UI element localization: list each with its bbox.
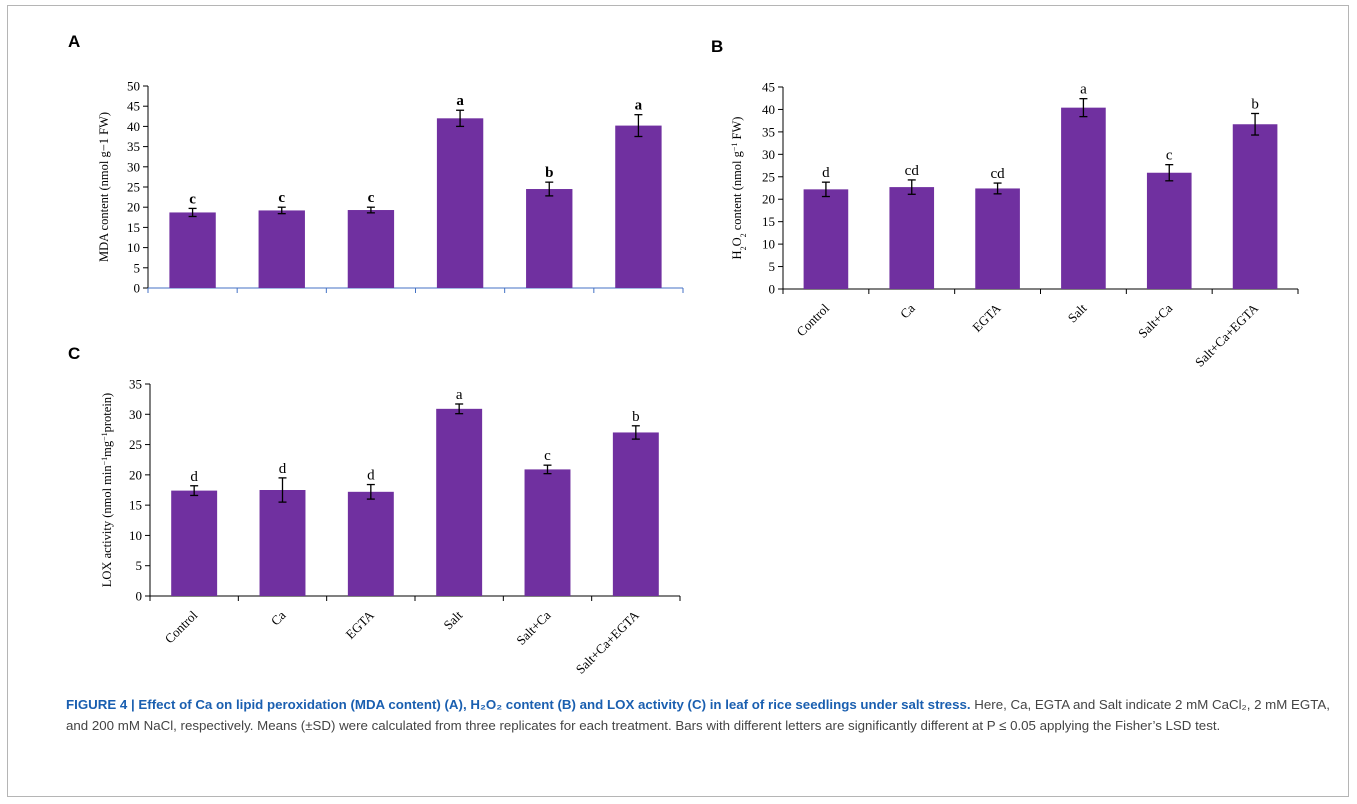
- bar: [615, 125, 662, 288]
- x-tick-label: Salt+Ca: [1135, 300, 1175, 340]
- bar: [612, 432, 659, 596]
- caption-title: FIGURE 4 | Effect of Ca on lipid peroxid…: [66, 697, 971, 712]
- x-tick-label: Ca: [268, 607, 289, 628]
- y-tick-label: 45: [127, 99, 140, 114]
- bar: [347, 210, 395, 288]
- bar: [169, 212, 216, 288]
- y-tick-label: 0: [136, 589, 143, 604]
- bar: [347, 491, 394, 596]
- panel-label-a: A: [68, 32, 81, 51]
- bar: [1146, 172, 1192, 289]
- y-tick-label: 5: [769, 259, 776, 274]
- x-tick-label: Salt+Ca+EGTA: [573, 607, 643, 677]
- y-axis-label: MDA content (nmol g−1 FW): [97, 112, 111, 262]
- significance-letter: b: [1251, 96, 1259, 112]
- y-tick-label: 10: [762, 237, 775, 252]
- significance-letter: a: [456, 387, 463, 403]
- significance-letter: a: [635, 98, 643, 114]
- y-axis-label: LOX activity (nmol min−1mg−1protein): [100, 393, 115, 587]
- caption-text: Here, Ca, EGTA and Salt indicate 2 mM Ca…: [66, 697, 1330, 733]
- bar: [259, 490, 306, 596]
- significance-letter: c: [278, 190, 285, 206]
- x-tick-label: EGTA: [969, 300, 1004, 335]
- y-axis-label: H2O2 content (nmol g−1 FW): [730, 117, 748, 260]
- bar: [803, 189, 849, 289]
- significance-letter: d: [367, 468, 375, 484]
- bar: [436, 408, 483, 596]
- y-tick-label: 10: [129, 528, 142, 543]
- y-tick-label: 30: [129, 407, 142, 422]
- significance-letter: c: [368, 190, 375, 206]
- bar: [889, 187, 935, 289]
- y-tick-label: 35: [127, 139, 140, 154]
- significance-letter: c: [1166, 148, 1173, 164]
- y-tick-label: 5: [134, 260, 141, 275]
- y-tick-label: 35: [762, 124, 775, 139]
- chart-b-h2o2-content: 0 5 10 15 20 25 30 35 40 45 H2O2 content (nmol g−1…: [730, 80, 1299, 370]
- y-tick-label: 0: [769, 282, 776, 297]
- significance-letter: c: [544, 448, 551, 464]
- significance-letter: cd: [905, 163, 920, 179]
- x-tick-label: Control: [793, 300, 832, 339]
- significance-letter: cd: [990, 166, 1005, 182]
- chart-c-lox-activity: 0 5 10 15 20 25 30 35 LOX activity (nmol min−1mg…: [100, 377, 681, 677]
- y-tick-label: 25: [127, 180, 140, 195]
- y-tick-label: 15: [129, 498, 142, 513]
- y-tick-label: 50: [127, 79, 140, 94]
- y-tick-label: 5: [136, 558, 143, 573]
- panel-label-b: B: [711, 37, 724, 56]
- figure-frame: [7, 5, 1349, 797]
- y-tick-label: 0: [134, 281, 141, 296]
- y-tick-label: 30: [762, 147, 775, 162]
- x-tick-label: Salt: [440, 607, 465, 632]
- significance-letter: d: [190, 469, 198, 485]
- panel-label-c: C: [68, 344, 81, 363]
- y-tick-label: 25: [129, 437, 142, 452]
- x-tick-label: Salt: [1065, 300, 1090, 325]
- significance-letter: b: [632, 409, 640, 425]
- significance-letter: b: [545, 165, 553, 181]
- y-tick-label: 10: [127, 240, 140, 255]
- bar: [526, 189, 573, 288]
- y-tick-label: 15: [762, 214, 775, 229]
- y-tick-label: 20: [127, 200, 140, 215]
- significance-letter: a: [456, 93, 464, 109]
- significance-letter: d: [822, 165, 830, 181]
- y-tick-label: 40: [762, 102, 775, 117]
- chart-a-mda-content: 0 5 10 15 20 25 30 35 40 45 50 MDA content (nmol g−…: [97, 79, 684, 296]
- y-tick-label: 30: [127, 159, 140, 174]
- y-tick-label: 35: [129, 377, 142, 392]
- y-tick-label: 40: [127, 119, 140, 134]
- significance-letter: d: [279, 461, 287, 477]
- bar: [171, 490, 218, 596]
- bar: [524, 469, 571, 596]
- x-tick-label: Salt+Ca+EGTA: [1192, 300, 1262, 370]
- bar: [258, 210, 305, 288]
- x-tick-label: Ca: [897, 300, 918, 321]
- bar: [436, 118, 484, 288]
- bar: [1061, 107, 1106, 289]
- significance-letter: c: [189, 191, 196, 207]
- y-tick-label: 45: [762, 80, 775, 95]
- figure-caption: FIGURE 4 | Effect of Ca on lipid peroxid…: [66, 694, 1334, 736]
- bar: [975, 188, 1020, 289]
- x-tick-label: EGTA: [343, 607, 378, 642]
- bar: [1232, 124, 1278, 289]
- y-tick-label: 20: [129, 467, 142, 482]
- significance-letter: a: [1080, 82, 1087, 98]
- x-tick-label: Control: [162, 607, 201, 646]
- x-tick-label: Salt+Ca: [513, 607, 553, 647]
- y-tick-label: 20: [762, 192, 775, 207]
- y-tick-label: 15: [127, 220, 140, 235]
- y-tick-label: 25: [762, 169, 775, 184]
